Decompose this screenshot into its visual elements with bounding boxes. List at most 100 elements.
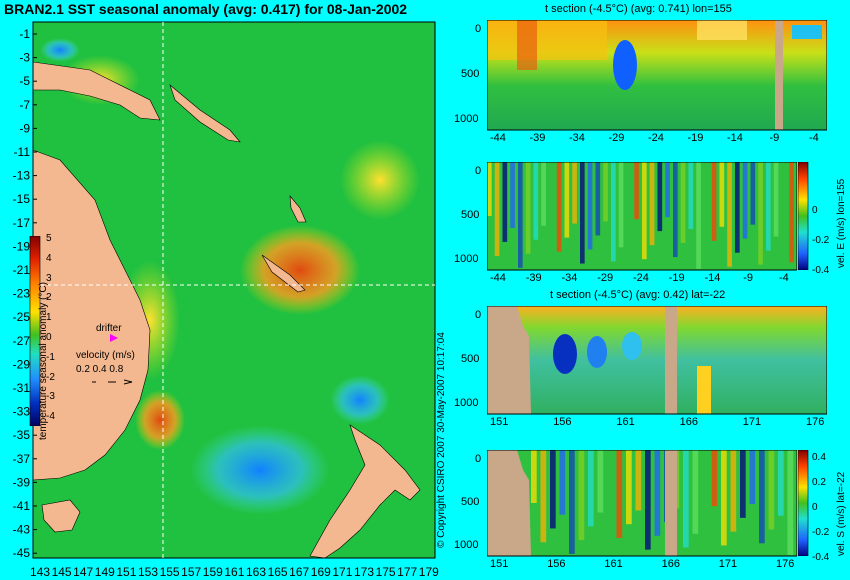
panel-x-tick: -29 <box>597 272 614 284</box>
velocity-stripe <box>618 162 624 248</box>
velocity-stripe <box>683 450 689 548</box>
velocity-stripe <box>559 450 566 515</box>
velocity-stripe <box>533 162 539 240</box>
velocity-stripe <box>773 162 779 237</box>
map-lat-tick: -45 <box>13 546 31 560</box>
temp-colorbar-tick: 5 <box>46 233 52 244</box>
velocity-stripe <box>719 162 725 227</box>
warm-region <box>135 390 185 450</box>
velocity-stripe <box>603 162 608 222</box>
map-lat-tick: -27 <box>13 334 31 348</box>
panel-x-tick: -39 <box>525 272 542 284</box>
velocity-stripe <box>487 162 492 216</box>
velocity-stripe <box>634 162 639 220</box>
panel-y-tick: 500 <box>461 353 480 365</box>
map-lon-tick: 159 <box>203 565 223 579</box>
map-lat-tick: -35 <box>13 428 31 442</box>
velocity-stripe <box>645 450 651 550</box>
land-new-zealand <box>309 424 421 559</box>
panel-x-tick: 166 <box>679 416 698 428</box>
map-lat-tick: -25 <box>13 310 31 324</box>
warm-region <box>340 140 420 220</box>
temp-colorbar-label: temperature seasonal anomaly (°C) <box>38 282 49 440</box>
map-lat-tick: -15 <box>13 192 31 206</box>
panel-y-tick: 0 <box>475 165 482 177</box>
panel-x-tick: -34 <box>561 272 578 284</box>
panel-t-section-lat <box>487 306 827 415</box>
map-lon-tick: 157 <box>181 565 201 579</box>
panel-x-tick: -14 <box>727 132 743 144</box>
temp-colorbar-tick: 1 <box>46 312 52 324</box>
velocity-stripe <box>611 162 616 262</box>
land-vanuatu <box>289 195 307 223</box>
velocity-stripe <box>550 450 556 529</box>
temp-colorbar-tick: 3 <box>46 272 52 284</box>
map-lat-tick: -17 <box>13 216 31 230</box>
panel-y-tick: 500 <box>461 496 480 508</box>
copyright-text: © Copyright CSIRO 2007 30-May-2007 10:17… <box>436 332 447 548</box>
velocity-legend-label: velocity (m/s) <box>76 350 135 361</box>
panel-vel-s-section <box>487 450 797 557</box>
velocity-stripe <box>502 162 508 242</box>
panel-x-tick: 166 <box>661 558 680 570</box>
land-australia <box>32 149 151 481</box>
temp-colorbar-tick: 2 <box>46 292 52 304</box>
map-lat-tick: -19 <box>13 239 31 253</box>
map-lat-tick: -43 <box>13 523 31 537</box>
vel-e-colorbar-tick: 0 <box>812 205 818 216</box>
velocity-stripe <box>696 162 701 269</box>
velocity-stripe <box>680 162 686 243</box>
temp-colorbar-tick: -4 <box>46 411 55 423</box>
panel-y-tick: 500 <box>461 209 480 221</box>
velocity-stripe <box>730 450 737 532</box>
vel-e-colorbar-tick: -0.4 <box>812 265 830 276</box>
map-lat-tick: -31 <box>13 381 31 395</box>
panel-x-tick: -4 <box>809 132 819 144</box>
velocity-stripe <box>549 162 554 266</box>
map-lon-tick: 153 <box>138 565 158 579</box>
velocity-stripe <box>635 450 642 511</box>
velocity-stripe <box>789 162 794 263</box>
panel-x-tick: -19 <box>668 272 685 284</box>
velocity-stripe <box>587 162 593 250</box>
map-lon-tick: 143 <box>30 565 50 579</box>
velocity-stripe <box>781 162 787 223</box>
velocity-stripe <box>721 450 727 546</box>
cool-region <box>190 425 330 515</box>
velocity-arrows <box>92 379 133 385</box>
map-lon-tick: 155 <box>160 565 180 579</box>
map-lat-tick: -1 <box>19 27 30 41</box>
velocity-stripe <box>778 450 784 516</box>
land-new-guinea <box>32 61 161 121</box>
panel-x-tick: -34 <box>569 132 585 144</box>
map-lat-tick: -7 <box>19 98 30 112</box>
velocity-stripe <box>766 162 771 251</box>
velocity-stripe <box>758 162 763 265</box>
velocity-stripe <box>692 450 699 534</box>
velocity-stripe <box>673 162 678 258</box>
velocity-stripe <box>759 450 765 544</box>
cool-region <box>330 375 390 425</box>
velocity-stripe <box>711 162 717 241</box>
map-lat-tick: -41 <box>13 499 31 513</box>
temp-colorbar <box>29 236 41 426</box>
panel-y-tick: 1000 <box>454 397 479 409</box>
velocity-stripe <box>657 162 663 232</box>
land-tasmania <box>41 499 81 533</box>
velocity-stripe <box>597 450 604 513</box>
velocity-stripe <box>616 450 623 538</box>
panel-x-tick: 161 <box>616 416 635 428</box>
map-lat-tick: -23 <box>13 287 31 301</box>
map-lat-tick: -39 <box>13 475 31 489</box>
map-lon-tick: 177 <box>397 565 417 579</box>
velocity-stripe <box>626 450 632 525</box>
velocity-stripe <box>510 162 515 228</box>
velocity-stripe <box>540 450 547 543</box>
map-lat-tick: -3 <box>19 51 30 65</box>
panel-x-tick: -29 <box>608 132 625 144</box>
vel-s-colorbar-label: vel. S (m/s) lat=-22 <box>836 471 847 556</box>
panel-x-tick: 171 <box>742 416 762 428</box>
map-lat-tick: -21 <box>13 263 31 277</box>
velocity-stripe <box>787 450 794 555</box>
velocity-stripe <box>494 162 500 256</box>
